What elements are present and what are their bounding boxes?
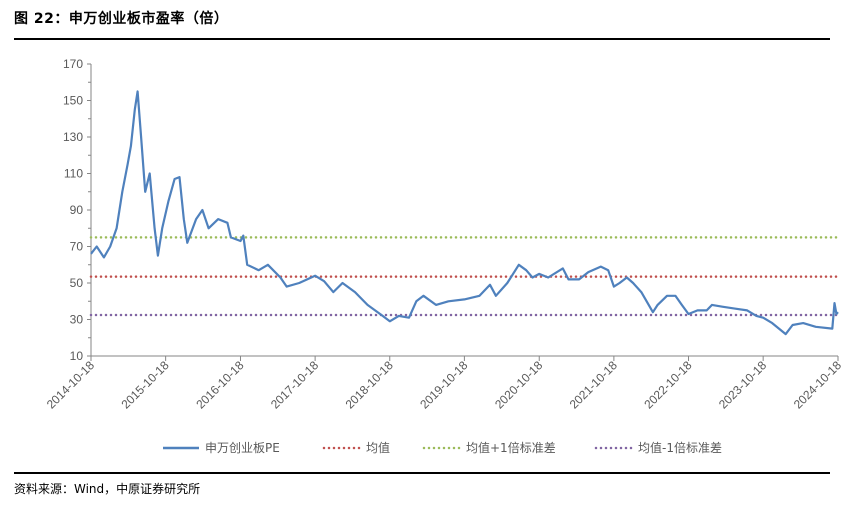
y-tick-label: 90 (70, 203, 84, 217)
x-tick-label: 2019-10-18 (417, 358, 471, 412)
x-tick-label: 2015-10-18 (118, 358, 172, 412)
chart-axes: 10 30 50 70 90 110 130 150 170 2014-10-18 2015-10-… (44, 57, 844, 412)
source-note: 资料来源：Wind，中原证券研究所 (14, 482, 201, 496)
x-tick-label: 2024-10-18 (791, 358, 844, 412)
x-tick-label: 2021-10-18 (567, 358, 621, 412)
x-tick-label: 2022-10-18 (641, 358, 695, 412)
x-tick-label: 2018-10-18 (343, 358, 397, 412)
title-rule (14, 38, 830, 40)
legend-label-3: 均值-1倍标准差 (638, 440, 722, 455)
pe-line-chart: 10 30 50 70 90 110 130 150 170 2014-10-18 2015-10-… (44, 57, 844, 455)
x-tick-label: 2017-10-18 (268, 358, 322, 412)
legend-label-0: 申万创业板PE (205, 441, 280, 455)
y-tick-label: 10 (70, 349, 84, 363)
legend-label-2: 均值+1倍标准差 (466, 440, 556, 455)
y-tick-label: 110 (64, 167, 83, 181)
y-tick-label: 170 (63, 57, 83, 71)
y-tick-label: 30 (70, 313, 84, 327)
figure-title: 图 22：申万创业板市盈率（倍） (14, 11, 229, 27)
y-tick-label: 50 (70, 276, 84, 290)
y-tick-label: 130 (63, 130, 83, 144)
x-tick-label: 2014-10-18 (44, 358, 98, 412)
x-tick-label: 2023-10-18 (716, 358, 770, 412)
source-rule (14, 472, 830, 474)
reference-lines (89, 236, 840, 317)
y-tick-label: 70 (70, 240, 84, 254)
x-tick-label: 2016-10-18 (193, 358, 247, 412)
chart-legend: 申万创业板PE 均值 均值+1倍标准差 均值-1倍标准差 (163, 440, 722, 455)
y-tick-label: 150 (63, 94, 83, 108)
x-tick-label: 2020-10-18 (492, 358, 546, 412)
series-lines (90, 90, 839, 336)
legend-label-1: 均值 (366, 440, 390, 455)
pe-series-line (90, 90, 839, 336)
